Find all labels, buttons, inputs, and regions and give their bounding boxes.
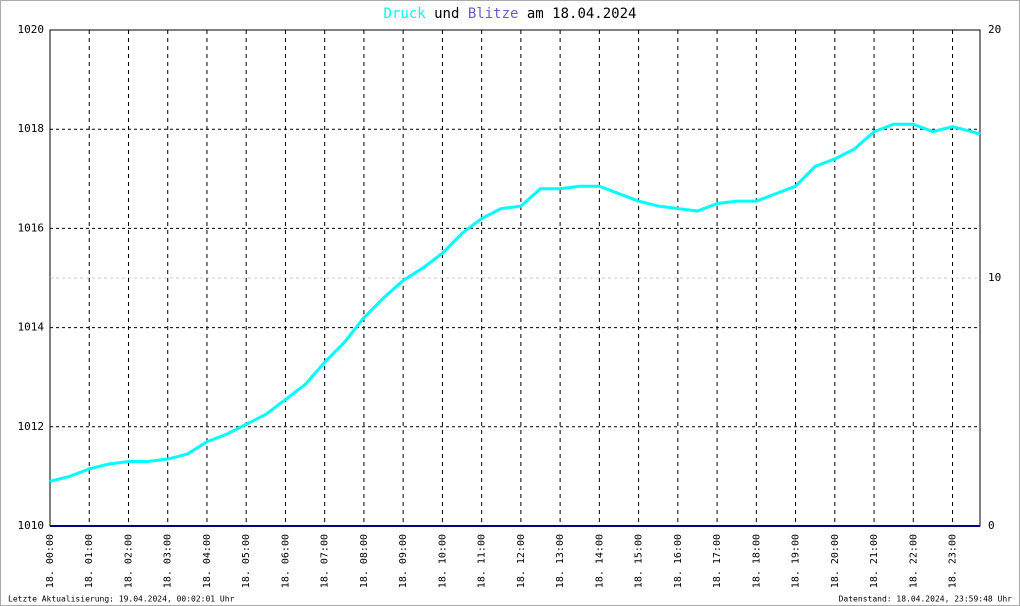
y2-tick-label: 0 [988, 519, 995, 532]
x-tick-label: 18. 09:00 [398, 534, 409, 588]
y-tick-label: 1014 [18, 321, 45, 334]
y-tick-label: 1012 [18, 420, 45, 433]
y2-tick-label: 20 [988, 23, 1001, 36]
footer-right: Datenstand: 18.04.2024, 23:59:48 Uhr [839, 595, 1013, 604]
y-tick-label: 1020 [18, 23, 45, 36]
x-tick-label: 18. 14:00 [594, 534, 605, 588]
y-tick-label: 1010 [18, 519, 45, 532]
title-part: am 18.04.2024 [527, 6, 637, 22]
x-tick-label: 18. 00:00 [45, 534, 56, 588]
x-tick-label: 18. 11:00 [477, 534, 488, 588]
x-tick-label: 18. 07:00 [320, 534, 331, 588]
x-tick-label: 18. 15:00 [634, 534, 645, 588]
title-part: Blitze [468, 6, 519, 22]
series-line [49, 122, 981, 483]
x-tick-label: 18. 23:00 [948, 534, 959, 588]
footer-left: Letzte Aktualisierung: 19.04.2024, 00:02… [8, 595, 235, 604]
x-tick-label: 18. 01:00 [84, 534, 95, 588]
x-tick-label: 18. 20:00 [830, 534, 841, 588]
y-tick-label: 1018 [18, 122, 45, 135]
title-part: und [434, 6, 459, 22]
x-tick-label: 18. 18:00 [751, 534, 762, 588]
x-tick-label: 18. 05:00 [241, 534, 252, 588]
x-tick-label: 18. 19:00 [791, 534, 802, 588]
x-tick-label: 18. 22:00 [908, 534, 919, 588]
x-tick-label: 18. 13:00 [555, 534, 566, 588]
x-tick-label: 18. 16:00 [673, 534, 684, 588]
x-tick-label: 18. 10:00 [437, 534, 448, 588]
x-tick-label: 18. 21:00 [869, 534, 880, 588]
x-tick-label: 18. 08:00 [359, 534, 370, 588]
x-tick-label: 18. 17:00 [712, 534, 723, 588]
title-part: Druck [384, 6, 427, 22]
y-tick-label: 1016 [18, 221, 45, 234]
x-tick-label: 18. 04:00 [202, 534, 213, 588]
x-tick-label: 18. 03:00 [163, 534, 174, 588]
x-tick-label: 18. 02:00 [123, 534, 134, 588]
y2-tick-label: 10 [988, 271, 1001, 284]
x-tick-label: 18. 06:00 [280, 534, 291, 588]
x-tick-label: 18. 12:00 [516, 534, 527, 588]
chart-title: Druck und Blitze am 18.04.2024 [384, 6, 637, 22]
